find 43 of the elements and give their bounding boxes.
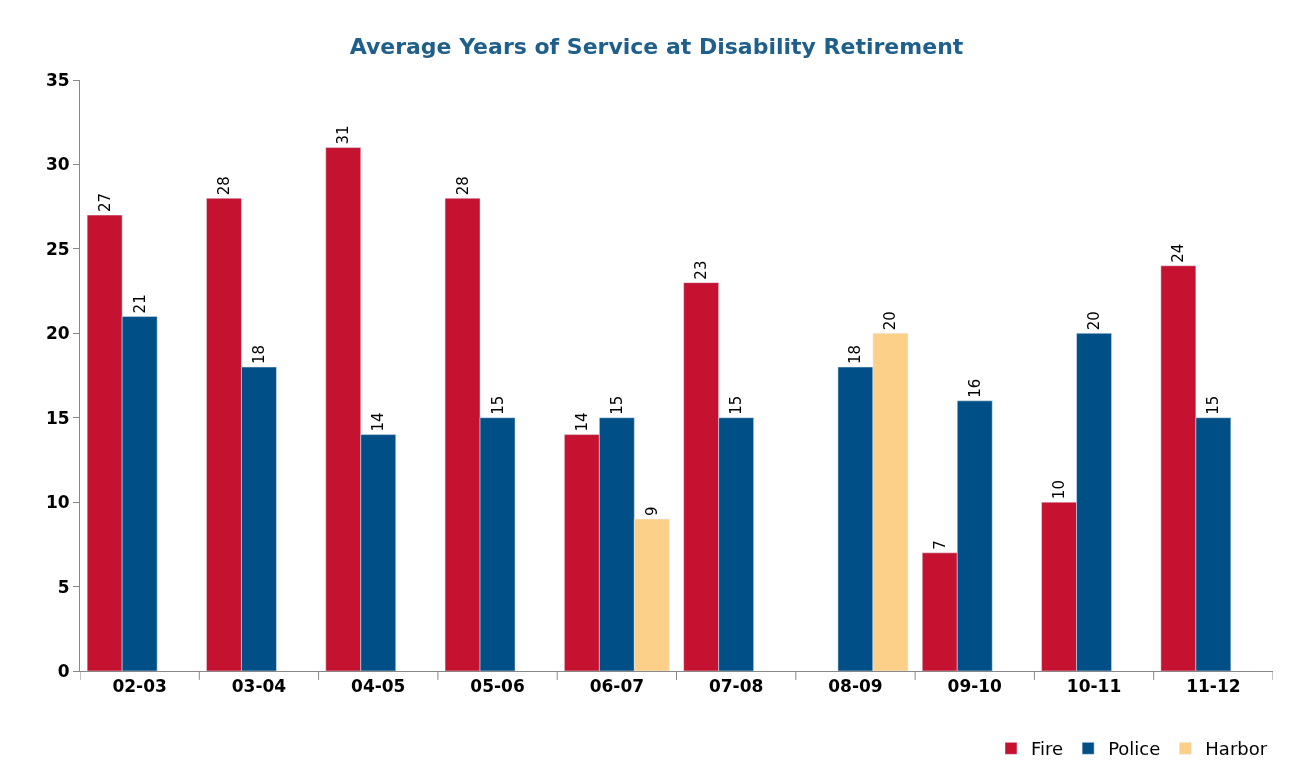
data-label: 18 [846, 344, 865, 365]
data-label: 23 [692, 260, 711, 280]
y-tick-label: 10 [45, 492, 70, 513]
x-tick-label: 11-12 [1186, 676, 1241, 697]
x-tick-label: 08-09 [828, 676, 883, 697]
y-tick-label: 0 [57, 660, 70, 681]
data-label: 27 [95, 193, 114, 213]
chart-title: Average Years of Service at Disability Retirement [349, 34, 964, 60]
y-tick-label: 20 [45, 323, 70, 344]
data-label: 15 [607, 395, 626, 415]
data-label: 20 [1085, 311, 1104, 331]
x-tick-label: 02-03 [112, 676, 167, 697]
x-tick-label: 07-08 [708, 676, 764, 697]
y-tick-label: 35 [45, 69, 70, 90]
data-label: 20 [881, 311, 900, 331]
x-tick-label: 09-10 [947, 676, 1003, 697]
x-tick-label: 06-07 [589, 676, 645, 697]
data-label: 24 [1169, 243, 1188, 263]
legend-label: Police [1108, 738, 1161, 760]
data-label: 14 [369, 412, 388, 432]
data-label: 15 [727, 395, 746, 415]
x-tick-label: 03-04 [231, 676, 287, 697]
data-label: 15 [1204, 395, 1223, 415]
y-tick-label: 25 [45, 238, 70, 259]
x-tick-label: 04-05 [351, 676, 406, 697]
legend-label: Harbor [1205, 738, 1268, 760]
data-label: 7 [930, 540, 949, 550]
data-label: 9 [642, 506, 661, 517]
y-tick-label: 5 [57, 576, 70, 597]
data-label: 16 [965, 378, 984, 398]
data-label: 15 [488, 395, 507, 415]
data-label: 14 [572, 412, 591, 432]
y-tick-label: 30 [45, 154, 70, 175]
data-label: 18 [249, 344, 268, 365]
data-label: 31 [334, 125, 353, 145]
legend-label: Fire [1031, 738, 1064, 760]
x-tick-label: 05-06 [470, 676, 525, 697]
data-label: 10 [1050, 480, 1069, 500]
x-tick-label: 10-11 [1066, 676, 1122, 697]
y-tick-label: 15 [45, 407, 70, 428]
data-label: 21 [130, 294, 149, 314]
data-label: 28 [214, 176, 233, 196]
data-label: 28 [453, 176, 472, 196]
